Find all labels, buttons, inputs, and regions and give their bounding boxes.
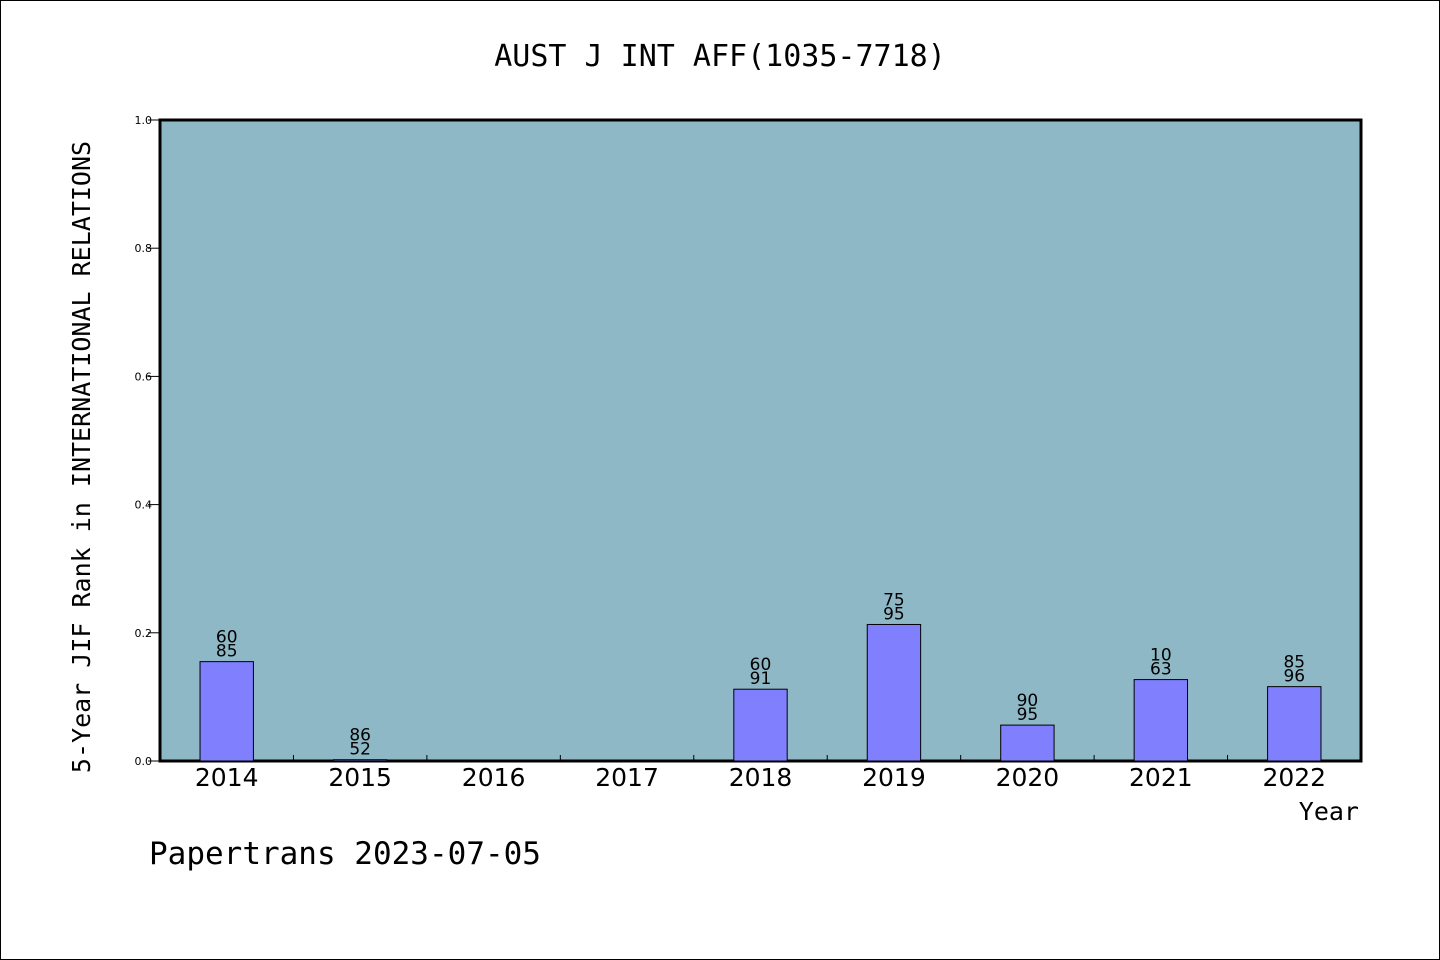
bar-total-label: 85 — [216, 642, 238, 662]
y-tick-label: 1.0 — [135, 114, 153, 127]
bar-total-label: 95 — [1017, 705, 1039, 725]
y-tick-label: 0.6 — [135, 370, 153, 383]
bar-rank-label: 60 — [216, 628, 238, 648]
chart-title: AUST J INT AFF(1035-7718) — [494, 39, 946, 74]
y-tick-label: 0.8 — [135, 242, 153, 255]
bar-rank-label: 90 — [1017, 691, 1039, 711]
x-axis-label: Year — [1299, 797, 1359, 826]
bar — [332, 759, 388, 762]
x-tick-label: 2015 — [328, 763, 392, 792]
y-tick-label: 0.4 — [135, 499, 153, 512]
bar-total-label: 96 — [1283, 667, 1305, 687]
x-tick-label: 2019 — [862, 763, 926, 792]
bar — [866, 623, 922, 762]
x-tick-label: 2022 — [1262, 763, 1326, 792]
bar-total-label: 63 — [1150, 660, 1172, 680]
footer-credit: Papertrans 2023-07-05 — [149, 836, 541, 872]
x-tick-label: 2016 — [462, 763, 526, 792]
x-tick-label: 2020 — [996, 763, 1060, 792]
x-tick-label: 2017 — [595, 763, 659, 792]
x-tick-label: 2018 — [729, 763, 793, 792]
bar-rank-label: 60 — [750, 655, 772, 675]
bar-rank-label: 10 — [1150, 646, 1172, 666]
y-axis: 0.0 0.2 0.4 0.6 0.8 1.0 — [135, 114, 160, 768]
y-axis-label: 5-Year JIF Rank in INTERNATIONAL RELATIO… — [67, 141, 96, 773]
bar-rank-label: 85 — [1283, 653, 1305, 673]
y-tick-label: 0.2 — [135, 627, 153, 640]
x-tick-label: 2021 — [1129, 763, 1193, 792]
x-axis: 2014 2015 2016 2017 2018 2019 2020 2021 2022 — [195, 755, 1326, 792]
plot-area — [158, 118, 1363, 763]
bar — [1267, 686, 1322, 762]
bar — [1000, 724, 1055, 762]
x-tick-label: 2014 — [195, 763, 259, 792]
bar — [733, 688, 788, 762]
bar — [1133, 679, 1189, 762]
bar-total-label: 52 — [349, 740, 371, 760]
bar-rank-label: 86 — [349, 726, 371, 746]
bar-rank-label: 75 — [883, 590, 905, 610]
y-tick-label: 0.0 — [135, 755, 153, 768]
bar-total-label: 95 — [883, 604, 905, 624]
bar — [199, 661, 254, 762]
bar-total-label: 91 — [750, 669, 772, 689]
